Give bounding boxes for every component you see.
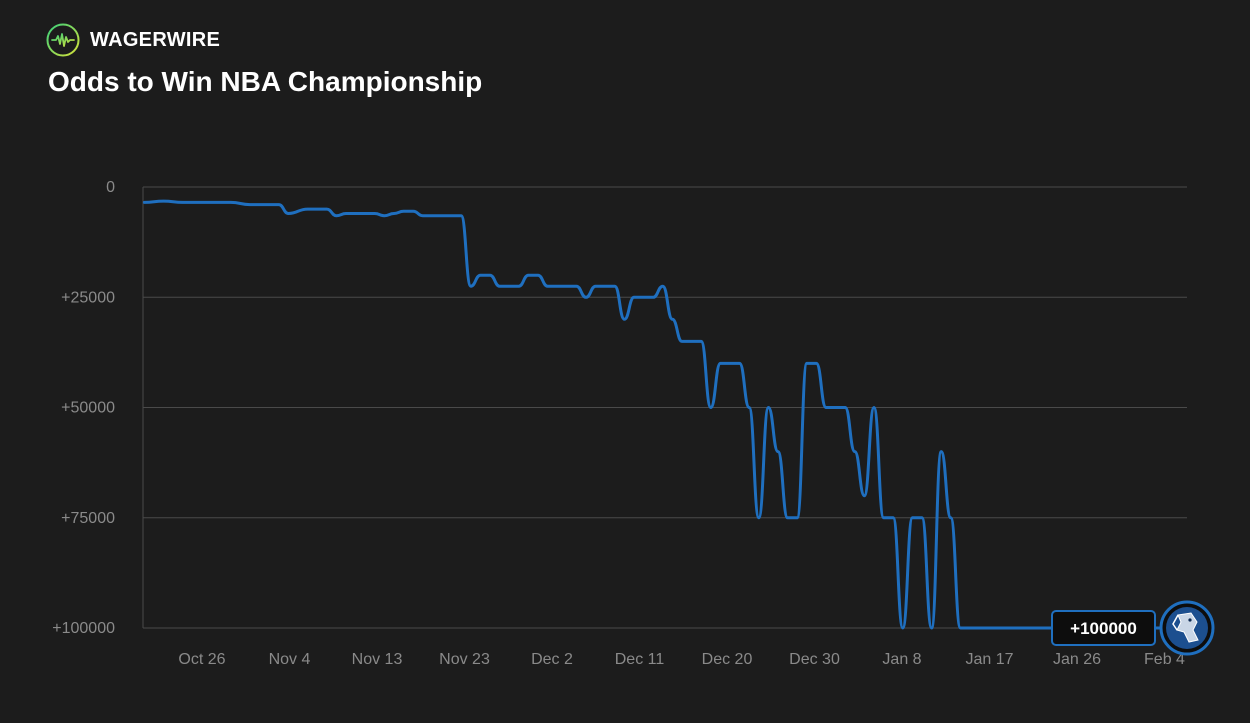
brand-name: WAGERWIRE [90, 28, 221, 51]
grid-lines [142, 186, 1187, 629]
y-tick-label: +75000 [61, 510, 115, 527]
current-value-label: +100000 [1070, 619, 1137, 638]
y-axis-ticks: 0 +25000 +50000 +75000 +100000 [52, 179, 115, 637]
pulse-circle-icon [46, 23, 80, 57]
brand: WAGERWIRE [46, 23, 220, 57]
x-tick-label: Nov 13 [352, 651, 403, 668]
current-value-badge [1051, 610, 1156, 646]
x-tick-label: Dec 11 [615, 651, 665, 668]
y-tick-label: +100000 [52, 620, 115, 637]
current-value-badge-group: +100000 [1051, 600, 1215, 656]
y-tick-label: 0 [106, 179, 115, 196]
x-tick-label: Jan 26 [1053, 651, 1101, 668]
odds-series-line [142, 199, 1145, 630]
x-tick-label: Jan 8 [882, 651, 921, 668]
x-tick-label: Jan 17 [965, 651, 1013, 668]
x-tick-label: Dec 2 [531, 651, 573, 668]
series-layer [142, 199, 1145, 630]
chart-title: Odds to Win NBA Championship [48, 66, 483, 97]
x-tick-label: Dec 30 [789, 651, 840, 668]
y-tick-label: +25000 [61, 289, 115, 306]
mavericks-logo-icon [1159, 600, 1215, 656]
x-tick-label: Oct 26 [178, 651, 225, 668]
y-tick-label: +50000 [61, 400, 115, 417]
x-axis-ticks: Oct 26 Nov 4 Nov 13 Nov 23 Dec 2 Dec 11 Dec 20… [178, 651, 1185, 668]
x-tick-label: Dec 20 [702, 651, 753, 668]
x-tick-label: Feb 4 [1144, 651, 1185, 668]
x-tick-label: Nov 23 [439, 651, 490, 668]
x-tick-label: Nov 4 [269, 651, 311, 668]
